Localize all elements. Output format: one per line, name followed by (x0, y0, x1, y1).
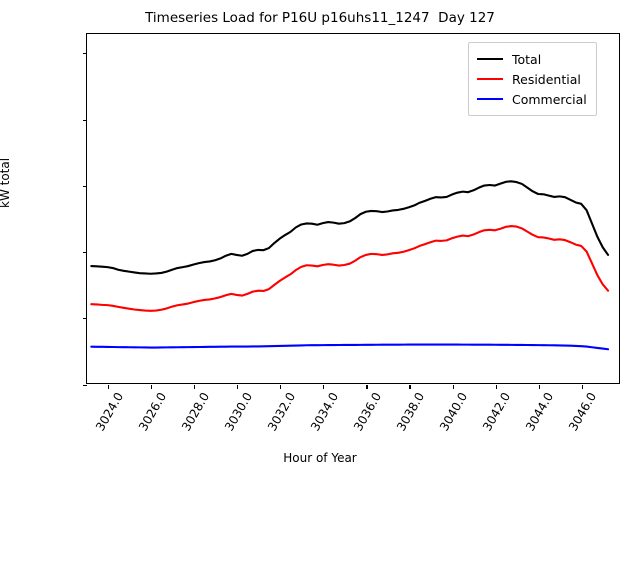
series-line-residential (90, 225, 610, 312)
y-tick-mark (83, 384, 87, 386)
y-tick-mark (83, 53, 87, 55)
chart-title: Timeseries Load for P16U p16uhs11_1247 D… (145, 10, 495, 26)
legend-item-commercial[interactable]: Commercial (477, 89, 587, 109)
y-axis-label: kW total (0, 157, 12, 208)
series-line-commercial (90, 343, 610, 351)
x-tick-mark (538, 385, 540, 389)
x-tick-mark (581, 385, 583, 389)
x-axis-label: Hour of Year (283, 451, 357, 465)
chart-figure: Timeseries Load for P16U p16uhs11_1247 D… (0, 10, 620, 465)
y-tick-mark (83, 119, 87, 121)
y-tick-mark (83, 252, 87, 254)
legend-color-swatch (477, 98, 503, 100)
x-tick-mark (323, 385, 325, 389)
chart-legend: Total Residential Commercial (468, 42, 597, 116)
legend-item-total[interactable]: Total (477, 49, 587, 69)
x-tick-mark (151, 385, 153, 389)
legend-label: Residential (512, 71, 581, 87)
x-tick-mark (409, 385, 411, 389)
legend-color-swatch (477, 78, 503, 80)
legend-color-swatch (477, 58, 503, 60)
x-tick-mark (194, 385, 196, 389)
series-line-total (90, 180, 610, 275)
x-tick-mark (108, 385, 110, 389)
legend-item-residential[interactable]: Residential (477, 69, 587, 89)
series-lines (90, 180, 610, 351)
legend-label: Commercial (512, 91, 587, 107)
x-tick-mark (452, 385, 454, 389)
x-tick-mark (280, 385, 282, 389)
x-tick-mark (495, 385, 497, 389)
x-tick-mark (366, 385, 368, 389)
legend-label: Total (512, 51, 542, 67)
y-tick-mark (83, 318, 87, 320)
y-tick-mark (83, 185, 87, 187)
x-tick-mark (237, 385, 239, 389)
